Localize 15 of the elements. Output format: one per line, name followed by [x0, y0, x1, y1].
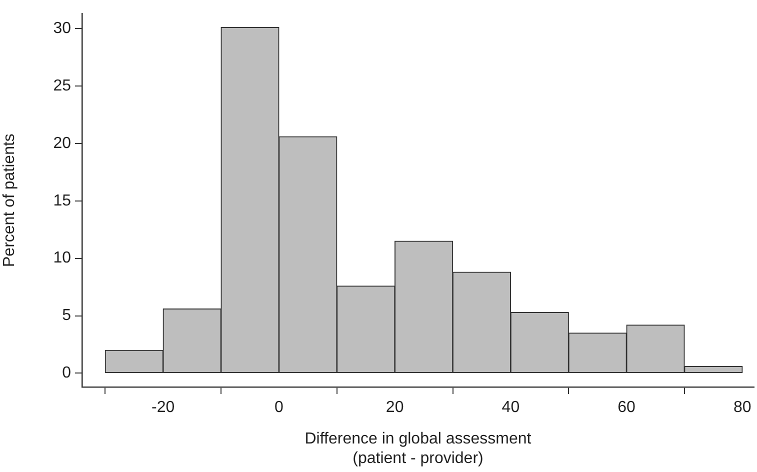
x-tick-label: -20 — [152, 399, 175, 416]
y-tick-label: 20 — [53, 134, 72, 152]
x-tick-label: 20 — [386, 399, 404, 416]
y-tick-label: 10 — [53, 250, 72, 267]
y-tick-label: 15 — [53, 192, 72, 210]
x-tick-label: 0 — [274, 399, 284, 416]
y-tick-label: 30 — [53, 20, 72, 37]
y-axis-title: Percent of patients — [1, 134, 18, 268]
y-tick-label: 25 — [53, 77, 72, 94]
x-tick-label: 60 — [618, 399, 636, 416]
x-tick-label: 40 — [502, 399, 520, 416]
y-tick-label: 5 — [62, 307, 72, 324]
y-tick-label: 0 — [62, 364, 72, 382]
x-axis-title: Difference in global assessment (patient - provider) — [304, 430, 532, 467]
x-tick-label: 80 — [734, 399, 752, 416]
